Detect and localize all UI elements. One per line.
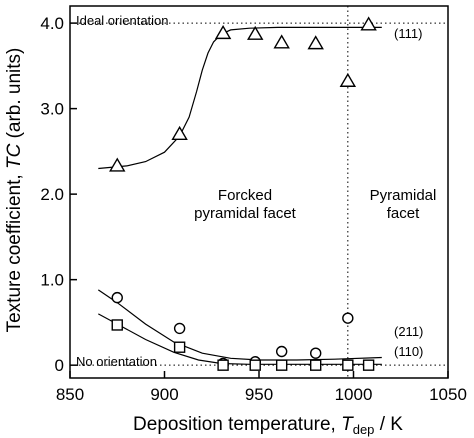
region-label-pyramidal-line2: facet	[387, 205, 420, 222]
series-label-110: (110)	[394, 344, 423, 359]
x-tick-label: 950	[245, 385, 273, 404]
point-111	[171, 125, 188, 140]
y-tick-label: 4.0	[40, 14, 64, 33]
x-axis-label-main: Deposition temperature,	[133, 414, 341, 435]
y-tick-label: 1.0	[40, 271, 64, 290]
y-axis-label-main: Texture coefficient,	[4, 169, 25, 332]
point-211	[173, 322, 186, 335]
point-110	[362, 359, 375, 371]
point-110	[217, 359, 229, 371]
x-tick-label: 900	[150, 385, 178, 404]
y-tick-label: 0	[55, 356, 64, 375]
point-110	[249, 359, 261, 371]
point-211	[342, 312, 354, 324]
point-110	[342, 359, 354, 371]
fit-curve-111	[98, 26, 382, 170]
point-110	[111, 319, 123, 331]
region-label-forced-line1: Forcked	[218, 187, 272, 204]
x-tick-label: 1050	[429, 385, 467, 404]
point-111	[339, 72, 357, 87]
y-axis-label-var: TC	[4, 143, 25, 169]
point-211	[275, 345, 288, 358]
point-111	[247, 25, 264, 40]
axis-ticks: 850 900 950 1000 1050 0 1.0 2.0 3.0 4.0	[40, 14, 467, 404]
series-label-111: (111)	[394, 26, 422, 41]
point-211	[310, 347, 322, 359]
x-axis-label-var: T	[341, 414, 354, 435]
x-axis-label-sub: dep	[353, 422, 375, 437]
region-label-pyramidal-line1: Pyramidal	[370, 187, 437, 204]
fit-curve-211	[97, 289, 382, 361]
y-axis-label-unit: (arb. units)	[4, 48, 25, 144]
point-211	[111, 291, 123, 304]
point-110	[275, 359, 288, 371]
x-axis-label-unit: / K	[374, 414, 403, 435]
y-tick-label: 2.0	[40, 185, 64, 204]
point-111	[307, 35, 324, 50]
y-axis-label: Texture coefficient, TC (arb. units)	[4, 48, 25, 333]
x-tick-label: 1000	[335, 385, 373, 404]
series-label-211: (211)	[394, 324, 423, 339]
region-label-forced-line2: pyramidal facet	[194, 205, 297, 222]
x-axis-label: Deposition temperature, Tdep / K	[133, 414, 403, 437]
point-111	[214, 24, 232, 40]
ideal-orientation-label: Ideal orientation	[76, 13, 169, 28]
point-111	[360, 16, 377, 31]
data-markers	[109, 16, 377, 371]
point-111	[273, 34, 290, 49]
no-orientation-label: No orientation	[76, 354, 157, 369]
y-tick-label: 3.0	[40, 100, 64, 119]
point-110	[173, 341, 186, 353]
x-tick-label: 850	[56, 385, 84, 404]
point-110	[310, 359, 322, 371]
point-111	[109, 157, 126, 172]
